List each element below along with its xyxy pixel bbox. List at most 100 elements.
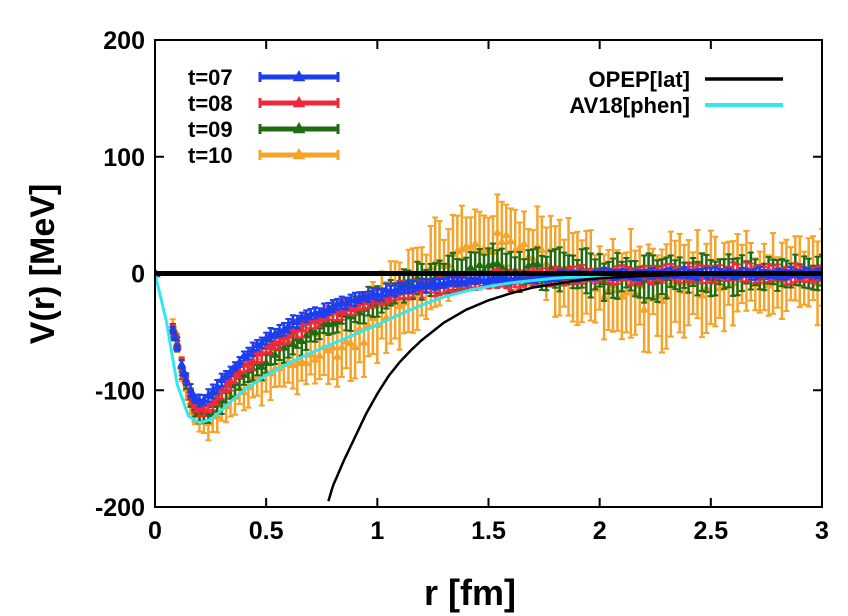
data-point — [199, 394, 209, 403]
series-line — [155, 272, 822, 425]
data-point — [639, 304, 649, 313]
data-point — [187, 388, 199, 399]
legend-label: t=10 — [188, 143, 233, 168]
data-point — [279, 342, 289, 351]
data-point — [217, 375, 227, 384]
data-point — [270, 349, 280, 358]
data-point — [377, 289, 387, 298]
data-point — [239, 369, 249, 378]
data-point — [470, 238, 480, 247]
data-point — [169, 331, 181, 342]
axis-ticks: 0 0.5 1 1.5 2 2.5 3 -200 -100 0 100 200 — [95, 27, 829, 545]
data-point — [506, 236, 516, 245]
data-point — [515, 242, 525, 251]
data-point — [492, 274, 502, 283]
data-point — [297, 324, 307, 333]
data-point — [230, 369, 240, 378]
data-point — [301, 330, 311, 339]
y-tick-label: 200 — [103, 27, 145, 55]
data-point — [239, 351, 249, 360]
data-point — [501, 230, 511, 239]
legend-label: t=09 — [188, 117, 233, 142]
data-point — [492, 227, 502, 236]
data-point — [621, 287, 631, 296]
data-point — [475, 273, 485, 282]
x-tick-label: 2 — [593, 517, 607, 545]
data-point — [212, 381, 222, 390]
data-point — [217, 384, 227, 393]
x-tick-label: 1.5 — [471, 517, 506, 545]
data-point — [181, 374, 191, 383]
data-point — [257, 348, 267, 357]
data-point — [492, 258, 502, 267]
data-point — [199, 403, 209, 412]
data-point — [266, 341, 276, 350]
legend-marker — [292, 122, 306, 134]
data-point — [234, 356, 244, 365]
data-point — [346, 338, 356, 347]
data-point — [475, 260, 485, 269]
data-point — [315, 350, 325, 359]
legend-label: t=07 — [188, 65, 233, 90]
data-point — [279, 324, 289, 333]
data-point — [203, 390, 213, 399]
x-tick-label: 3 — [815, 517, 829, 545]
data-point — [537, 245, 547, 254]
data-point — [323, 345, 333, 354]
data-point — [310, 327, 320, 336]
data-point — [519, 239, 529, 248]
y-tick-label: 0 — [131, 261, 145, 289]
data-point — [328, 342, 338, 351]
data-point — [395, 301, 405, 310]
data-point — [457, 243, 467, 252]
data-point — [337, 342, 347, 351]
data-point — [390, 285, 400, 294]
data-point — [359, 337, 369, 346]
data-point — [292, 317, 302, 326]
legend-label: OPEP[lat] — [589, 67, 690, 92]
y-tick-label: 100 — [103, 144, 145, 172]
legend-marker — [292, 96, 306, 108]
data-point — [177, 359, 187, 368]
y-tick-label: -100 — [95, 377, 145, 405]
data-point — [261, 357, 271, 366]
data-point — [412, 281, 422, 290]
x-axis-label: r [fm] — [424, 572, 516, 613]
data-point — [466, 262, 476, 271]
legend-label: AV18[phen] — [569, 93, 690, 118]
data-point — [226, 366, 236, 375]
data-point — [350, 303, 360, 312]
x-tick-label: 0.5 — [249, 517, 284, 545]
data-point — [301, 311, 311, 320]
data-point — [252, 339, 262, 348]
data-point — [310, 354, 320, 363]
data-point — [497, 236, 507, 245]
data-point — [332, 351, 342, 360]
y-axis-label: V(r) [MeV] — [24, 184, 62, 345]
data-point — [466, 242, 476, 251]
data-point — [261, 333, 271, 342]
data-point — [350, 342, 360, 351]
legend-label: t=08 — [188, 91, 233, 116]
data-point — [243, 358, 253, 367]
data-point — [275, 336, 285, 345]
data-point — [178, 366, 190, 377]
x-tick-label: 2.5 — [693, 517, 728, 545]
data-point — [301, 358, 311, 367]
series-layer — [155, 193, 822, 502]
data-point — [168, 325, 178, 334]
legend-marker — [292, 148, 306, 160]
series-t-10 — [155, 193, 822, 442]
data-point — [288, 339, 298, 348]
x-tick-label: 1 — [370, 517, 384, 545]
data-point — [243, 348, 253, 357]
x-tick-label: 0 — [148, 517, 162, 545]
legend-marker — [292, 70, 306, 82]
data-point — [323, 303, 333, 312]
y-tick-label: -200 — [95, 494, 145, 522]
data-point — [297, 336, 307, 345]
data-point — [532, 259, 542, 268]
data-point — [172, 342, 182, 351]
legend: t=07t=08t=09t=10 OPEP[lat]AV18[phen] — [188, 65, 783, 168]
